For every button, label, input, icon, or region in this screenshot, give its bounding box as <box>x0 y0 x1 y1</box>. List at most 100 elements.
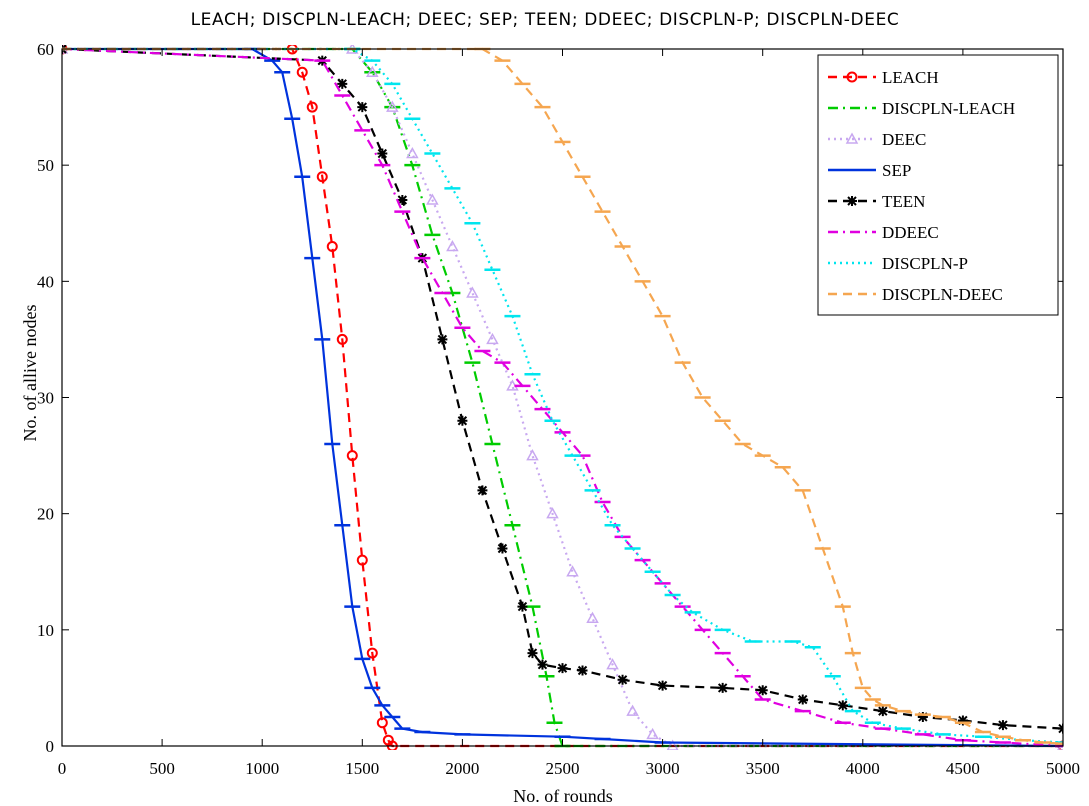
legend-label: DISCPLN-P <box>882 254 968 273</box>
data-point-deec <box>606 658 619 670</box>
data-point-teen <box>577 665 588 676</box>
legend-label: LEACH <box>882 68 939 87</box>
series-line-discpln-leach <box>62 47 1063 748</box>
series-line-deec <box>62 47 1063 748</box>
series-discpln-p <box>62 47 1063 744</box>
y-tick-label: 0 <box>46 737 55 756</box>
data-point-teen <box>537 659 548 670</box>
data-point-deec <box>486 332 499 345</box>
legend-label: TEEN <box>882 192 925 211</box>
data-point-teen <box>997 720 1008 731</box>
data-point-teen <box>497 543 508 554</box>
data-point-leach <box>346 450 358 462</box>
plot-area <box>62 45 1063 750</box>
data-point-deec <box>366 65 379 77</box>
legend-label: DDEEC <box>882 223 939 242</box>
data-point-teen <box>957 715 968 726</box>
series-sep <box>62 47 1063 748</box>
y-tick-label: 60 <box>37 40 54 59</box>
data-point-leach <box>316 171 328 183</box>
data-point-teen <box>457 415 468 426</box>
y-tick-label: 40 <box>37 272 54 291</box>
legend: LEACH DISCPLN-LEACH DEEC SEP TEEN DDEEC DISCPL… <box>817 54 1059 316</box>
series-line-leach <box>62 47 1063 748</box>
legend-marker <box>846 71 858 83</box>
x-tick-label: 1000 <box>245 759 279 778</box>
data-point-teen <box>617 674 628 685</box>
data-point-teen <box>527 648 538 659</box>
x-tick-label: 3000 <box>646 759 680 778</box>
y-tick-label: 10 <box>37 621 54 640</box>
data-point-teen <box>397 195 408 206</box>
data-point-deec <box>546 507 559 519</box>
x-tick-label: 500 <box>149 759 175 778</box>
legend-entry-leach: LEACH <box>828 68 939 87</box>
series-line-sep <box>62 47 1063 748</box>
data-point-leach <box>366 647 378 659</box>
data-point-deec <box>646 727 659 740</box>
data-point-deec <box>446 239 459 252</box>
axes: 0 500 1000 1500 2000 2500 3000 3500 4000 4500 5000… <box>37 40 1080 778</box>
data-point-teen <box>337 78 348 89</box>
y-tick-label: 30 <box>37 389 54 408</box>
x-tick-label: 5000 <box>1046 759 1080 778</box>
legend-marker <box>847 196 857 206</box>
data-point-leach <box>326 240 338 252</box>
legend-label: SEP <box>882 161 911 180</box>
legend-entry-discpln-p: DISCPLN-P <box>828 254 968 273</box>
legend-box <box>817 54 1059 316</box>
legend-entry-discpln-leach: DISCPLN-LEACH <box>828 99 1015 118</box>
data-point-leach <box>356 554 368 566</box>
legend-entry-ddeec: DDEEC <box>828 223 939 242</box>
series-discpln-deec <box>62 47 1063 745</box>
data-point-deec <box>426 193 439 205</box>
x-tick-label: 4500 <box>946 759 980 778</box>
data-point-teen <box>717 682 728 693</box>
legend-entry-teen: TEEN <box>828 192 925 211</box>
data-point-teen <box>477 485 488 496</box>
y-tick-label: 50 <box>37 156 54 175</box>
legend-entry-deec: DEEC <box>828 130 926 149</box>
x-tick-label: 1500 <box>345 759 379 778</box>
data-point-teen <box>917 711 928 722</box>
series-leach <box>62 45 1063 750</box>
legend-entry-discpln-deec: DISCPLN-DEEC <box>828 285 1003 304</box>
data-point-deec <box>386 100 399 112</box>
data-point-teen <box>557 663 568 674</box>
data-point-teen <box>757 685 768 696</box>
data-point-leach <box>336 333 348 345</box>
data-point-leach <box>376 717 388 729</box>
data-point-teen <box>657 680 668 691</box>
legend-marker <box>845 132 859 144</box>
data-point-teen <box>377 148 388 159</box>
legend-entry-sep: SEP <box>828 161 911 180</box>
y-tick-label: 20 <box>37 505 54 524</box>
data-point-deec <box>526 449 539 461</box>
data-point-deec <box>586 611 599 623</box>
x-tick-label: 2500 <box>546 759 580 778</box>
series-line-discpln-deec <box>62 47 1063 745</box>
data-point-teen <box>437 334 448 345</box>
data-point-teen <box>877 706 888 717</box>
data-point-deec <box>466 286 479 298</box>
data-point-teen <box>517 601 528 612</box>
data-point-deec <box>406 147 419 159</box>
legend-label: DEEC <box>882 130 926 149</box>
data-point-teen <box>797 694 808 705</box>
y-axis-label: No. of allive nodes <box>20 305 40 442</box>
data-point-leach <box>306 101 318 113</box>
x-tick-label: 0 <box>58 759 67 778</box>
x-tick-label: 4000 <box>846 759 880 778</box>
x-tick-label: 2000 <box>445 759 479 778</box>
chart-title: LEACH; DISCPLN-LEACH; DEEC; SEP; TEEN; D… <box>191 10 900 30</box>
data-point-deec <box>566 565 579 577</box>
x-axis-label: No. of rounds <box>513 786 613 806</box>
data-point-teen <box>357 102 368 113</box>
data-point-leach <box>296 66 308 78</box>
data-point-deec <box>626 704 639 716</box>
data-point-teen <box>837 700 848 711</box>
legend-label: DISCPLN-DEEC <box>882 285 1003 304</box>
legend-label: DISCPLN-LEACH <box>882 99 1015 118</box>
x-tick-label: 3500 <box>746 759 780 778</box>
